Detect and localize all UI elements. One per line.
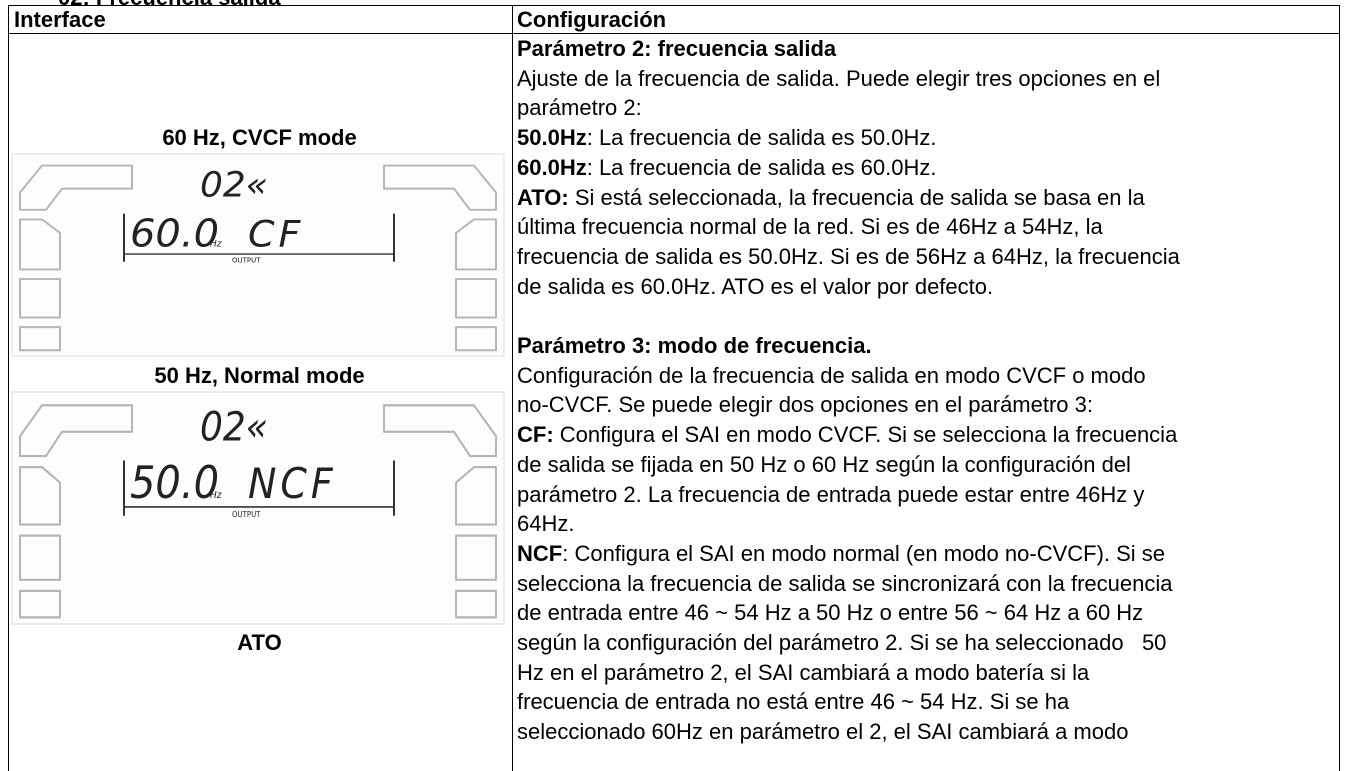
text-line: frecuencia de entrada no está entre 46 ~… — [517, 687, 1180, 717]
column-header: Configuración — [517, 7, 667, 32]
line-text: de salida se fijada en 50 Hz o 60 Hz seg… — [517, 451, 1131, 477]
lcd-mode: CF — [248, 212, 304, 255]
line-text: de entrada entre 46 ~ 54 Hz a 50 Hz o en… — [517, 600, 1144, 626]
line-text: Configura el SAI en modo CVCF. Si se sel… — [553, 422, 1178, 448]
lcd-value: 50.0 — [130, 457, 219, 508]
line-text: última frecuencia normal de la red. Si e… — [517, 214, 1103, 240]
lcd-segment — [19, 326, 61, 352]
lcd-segment — [19, 278, 61, 319]
image-caption: 50 Hz, Normal mode — [154, 363, 365, 388]
line-text: Si está seleccionada, la frecuencia de s… — [568, 184, 1145, 210]
lcd-output: OUTPUT — [232, 509, 261, 518]
text-line: de salida es 60.0Hz. ATO es el valor por… — [517, 272, 1180, 302]
line-text: frecuencia de salida es 50.0Hz. Si es de… — [517, 243, 1180, 269]
line-text: no-CVCF. Se puede elegir dos opciones en… — [517, 392, 1094, 418]
line-text: frecuencia de entrada no está entre 46 ~… — [517, 689, 1070, 715]
text-line: CF: Configura el SAI en modo CVCF. Si se… — [517, 420, 1180, 450]
line-text: según la configuración del parámetro 2. … — [517, 630, 1167, 656]
option-label: 60.0Hz — [517, 154, 587, 180]
line-text: : La frecuencia de salida es 50.0Hz. — [586, 125, 937, 151]
lcd-segment — [19, 534, 61, 581]
parameter-heading: Parámetro 2: frecuencia salida — [517, 36, 837, 61]
line-text: parámetro 2. La frecuencia de entrada pu… — [517, 481, 1145, 507]
text-line: ATO: Si está seleccionada, la frecuencia… — [517, 183, 1180, 213]
lcd-code: 02« — [200, 404, 268, 450]
text-line: de entrada entre 46 ~ 54 Hz a 50 Hz o en… — [517, 598, 1180, 628]
option-label: CF: — [517, 422, 554, 448]
column-header: Interface — [14, 7, 106, 32]
text-line: parámetro 2. La frecuencia de entrada pu… — [517, 480, 1180, 510]
line-text: Configuración de la frecuencia de salida… — [517, 362, 1146, 388]
text-line: según la configuración del parámetro 2. … — [517, 628, 1180, 658]
text-line: Ajuste de la frecuencia de salida. Puede… — [517, 64, 1180, 94]
line-text: Ajuste de la frecuencia de salida. Puede… — [517, 65, 1161, 91]
image-caption: ATO — [237, 630, 282, 655]
lcd-segment — [19, 589, 61, 619]
option-label: 50.0Hz — [517, 125, 587, 151]
text-line: Configuración de la frecuencia de salida… — [517, 361, 1180, 391]
text-line: 50.0Hz: La frecuencia de salida es 50.0H… — [517, 123, 1180, 153]
line-text: selecciona la frecuencia de salida se si… — [517, 570, 1173, 596]
line-text: : Configura el SAI en modo normal (en mo… — [562, 540, 1166, 566]
text-line: Hz en el parámetro 2, el SAI cambiará a … — [517, 658, 1180, 688]
lcd-segment — [455, 326, 497, 352]
text-line: 64Hz. — [517, 509, 1180, 539]
lcd-unit: Hz — [210, 490, 222, 502]
column-divider — [512, 6, 513, 771]
text-line: última frecuencia normal de la red. Si e… — [517, 212, 1180, 242]
lcd-segment — [383, 164, 497, 211]
text-line: frecuencia de salida es 50.0Hz. Si es de… — [517, 242, 1180, 272]
text-line: no-CVCF. Se puede elegir dos opciones en… — [517, 390, 1180, 420]
image-caption: 60 Hz, CVCF mode — [162, 125, 357, 150]
lcd-frame — [11, 391, 505, 625]
lcd-output: OUTPUT — [232, 257, 261, 265]
text-line: selecciona la frecuencia de salida se si… — [517, 569, 1180, 599]
text-line: 60.0Hz: La frecuencia de salida es 60.0H… — [517, 153, 1180, 183]
line-text: parámetro 2: — [517, 95, 642, 121]
lcd-segment — [19, 218, 61, 271]
option-label: ATO: — [517, 184, 569, 210]
lcd-segment — [19, 466, 61, 526]
table: Interface Configuración — [8, 5, 1340, 771]
line-text: de salida es 60.0Hz. ATO es el valor por… — [517, 273, 994, 299]
text-line: seleccionado 60Hz en parámetro el 2, el … — [517, 717, 1180, 747]
text-line: de salida se fijada en 50 Hz o 60 Hz seg… — [517, 450, 1180, 480]
line-text: 64Hz. — [517, 511, 575, 537]
lcd-display: 02« 60.0Hz CF OUTPUT — [11, 153, 505, 357]
option-label: NCF — [517, 540, 563, 566]
lcd-segment — [455, 589, 497, 619]
line-text: seleccionado 60Hz en parámetro el 2, el … — [517, 719, 1129, 745]
lcd-unit: Hz — [210, 239, 222, 249]
text-line: NCF: Configura el SAI en modo normal (en… — [517, 539, 1180, 569]
lcd-segment — [19, 404, 133, 458]
lcd-code: 02« — [200, 165, 268, 205]
lcd-segment — [19, 164, 133, 211]
lcd-segment — [383, 404, 497, 458]
lcd-segment — [455, 218, 497, 271]
lcd-segment — [455, 466, 497, 526]
lcd-segment — [455, 534, 497, 581]
lcd-value: 60.0 — [130, 212, 219, 256]
line-text: Hz en el parámetro 2, el SAI cambiará a … — [517, 659, 1090, 685]
header-divider — [9, 33, 1339, 34]
configuration-text: Parámetro 2: frecuencia salida Ajuste de … — [517, 34, 1180, 747]
lcd-segment — [455, 278, 497, 319]
text-line: parámetro 2: — [517, 93, 1180, 123]
lcd-mode: NCF — [248, 460, 337, 508]
line-text: : La frecuencia de salida es 60.0Hz. — [586, 154, 937, 180]
parameter-heading: Parámetro 3: modo de frecuencia. — [517, 333, 872, 359]
